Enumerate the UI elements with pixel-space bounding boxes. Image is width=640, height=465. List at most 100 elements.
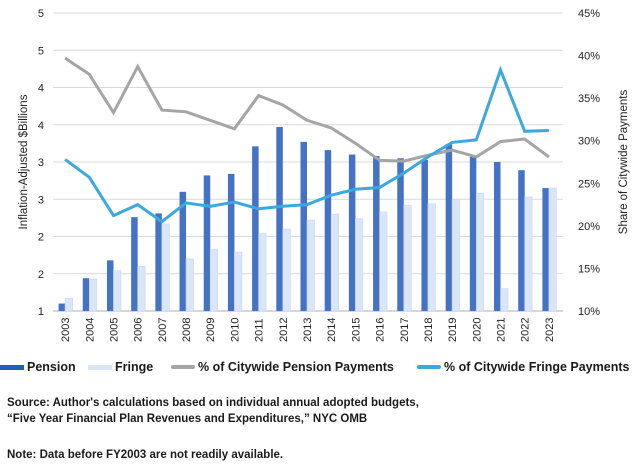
legend-swatch-pension xyxy=(0,364,24,370)
note-line: Note: Data before FY2003 are not readily… xyxy=(7,449,284,461)
left-tick-label: 4 xyxy=(38,83,44,95)
bar-pension xyxy=(542,188,549,311)
bar-fringe xyxy=(330,213,339,312)
x-tick-label: 2016 xyxy=(375,318,387,342)
right-axis-title: Share of Citywide Payments xyxy=(618,90,630,235)
right-tick-label: 35% xyxy=(578,93,600,105)
bar-pension xyxy=(58,303,66,311)
bar-pension xyxy=(179,191,187,311)
x-tick-label: 2013 xyxy=(302,318,314,342)
bar-fringe xyxy=(258,233,267,312)
source-line-2: “Five Year Financial Plan Revenues and E… xyxy=(7,413,368,425)
line-fringe-share xyxy=(64,65,549,224)
x-axis-ticks: 2003 2004 2005 2006 2007 2008 2009 2010 2011 2012… xyxy=(60,318,556,342)
legend-swatch-pension-share xyxy=(171,365,195,369)
legend-swatch-fringe xyxy=(88,364,112,370)
legend-item-fringe: Fringe xyxy=(88,360,153,374)
bar-fringe xyxy=(548,187,557,312)
bar-pension xyxy=(373,156,380,311)
left-tick-label: 5 xyxy=(38,8,44,20)
x-tick-label: 2009 xyxy=(205,318,217,342)
x-tick-label: 2010 xyxy=(229,318,241,342)
bar-pension xyxy=(518,170,525,311)
x-tick-label: 2003 xyxy=(60,318,72,342)
right-tick-label: 45% xyxy=(578,8,600,20)
bar-fringe xyxy=(476,192,485,312)
bar-pension xyxy=(421,159,428,311)
x-tick-label: 2008 xyxy=(181,318,193,342)
right-tick-label: 25% xyxy=(578,178,600,190)
x-tick-label: 2006 xyxy=(133,318,145,342)
x-tick-label: 2004 xyxy=(84,318,96,342)
bar-fringe xyxy=(185,258,194,312)
x-tick-label: 2018 xyxy=(423,318,435,342)
x-tick-label: 2015 xyxy=(350,318,362,342)
bar-pension xyxy=(106,260,114,311)
left-tick-label: 2 xyxy=(38,232,44,244)
x-tick-label: 2019 xyxy=(447,318,459,342)
x-tick-label: 2017 xyxy=(399,318,411,342)
bar-pension xyxy=(82,278,90,311)
bar-fringe xyxy=(379,211,388,312)
left-axis-ticks: 1 2 2 3 3 4 4 5 5 xyxy=(38,8,44,318)
legend-item-pension: Pension xyxy=(0,360,76,374)
right-axis-ticks: 10% 15% 20% 25% 30% 35% 40% 45% xyxy=(578,8,600,318)
x-tick-label: 2011 xyxy=(254,318,266,342)
left-tick-label: 1 xyxy=(38,306,44,318)
bar-pension xyxy=(252,146,259,311)
x-tick-label: 2007 xyxy=(157,318,169,342)
data-note: Note: Data before FY2003 are not readily… xyxy=(7,447,283,463)
x-tick-label: 2020 xyxy=(471,318,483,342)
left-tick-label: 4 xyxy=(38,120,44,132)
right-tick-label: 20% xyxy=(578,221,600,233)
legend-label-pension-share: % of Citywide Pension Payments xyxy=(198,360,394,374)
right-tick-label: 10% xyxy=(578,306,600,318)
source-line-1: Source: Author's calculations based on i… xyxy=(7,397,419,409)
x-tick-label: 2023 xyxy=(544,318,556,342)
left-tick-label: 3 xyxy=(38,194,44,206)
legend-item-pension-share: % of Citywide Pension Payments xyxy=(171,360,394,374)
bar-fringe xyxy=(161,223,170,312)
x-tick-label: 2012 xyxy=(278,318,290,342)
bar-pension xyxy=(324,150,332,311)
bar-fringe xyxy=(451,198,460,312)
left-tick-label: 2 xyxy=(38,269,44,281)
right-tick-label: 30% xyxy=(578,136,600,148)
bar-fringe xyxy=(500,288,509,312)
bar-fringe xyxy=(234,251,243,312)
bar-pension xyxy=(397,158,404,311)
left-axis-title: Inflation-Adjusted $Billions xyxy=(18,94,30,229)
left-tick-label: 3 xyxy=(38,157,44,169)
x-tick-label: 2005 xyxy=(108,318,120,342)
bar-fringe xyxy=(524,196,533,312)
legend-label-pension: Pension xyxy=(27,360,76,374)
legend: Pension Fringe % of Citywide Pension Pay… xyxy=(0,360,640,380)
bar-pension xyxy=(494,162,501,311)
bar-fringe xyxy=(137,265,146,312)
left-tick-label: 5 xyxy=(38,45,44,57)
bar-fringe xyxy=(113,270,122,312)
right-tick-label: 15% xyxy=(578,263,600,275)
legend-item-fringe-share: % of Citywide Fringe Payments xyxy=(417,360,629,374)
lines xyxy=(64,56,550,224)
bar-fringe xyxy=(427,203,436,312)
bar-pension xyxy=(469,156,477,311)
bar-fringe xyxy=(306,219,315,312)
legend-label-fringe: Fringe xyxy=(115,360,154,374)
source-note: Source: Author's calculations based on i… xyxy=(7,395,419,427)
legend-swatch-fringe-share xyxy=(417,365,441,369)
bar-fringe xyxy=(403,204,412,312)
bar-fringe xyxy=(355,218,364,312)
bar-fringe xyxy=(88,278,98,312)
x-tick-label: 2014 xyxy=(326,318,338,342)
line-pension-share xyxy=(64,56,550,163)
bar-fringe xyxy=(64,298,73,312)
legend-label-fringe-share: % of Citywide Fringe Payments xyxy=(444,360,630,374)
bar-pension xyxy=(445,144,453,311)
bar-pension xyxy=(227,173,235,311)
right-tick-label: 40% xyxy=(578,51,600,63)
bar-pension xyxy=(203,175,211,311)
bar-pension xyxy=(155,213,162,311)
bar-pension xyxy=(276,126,283,311)
